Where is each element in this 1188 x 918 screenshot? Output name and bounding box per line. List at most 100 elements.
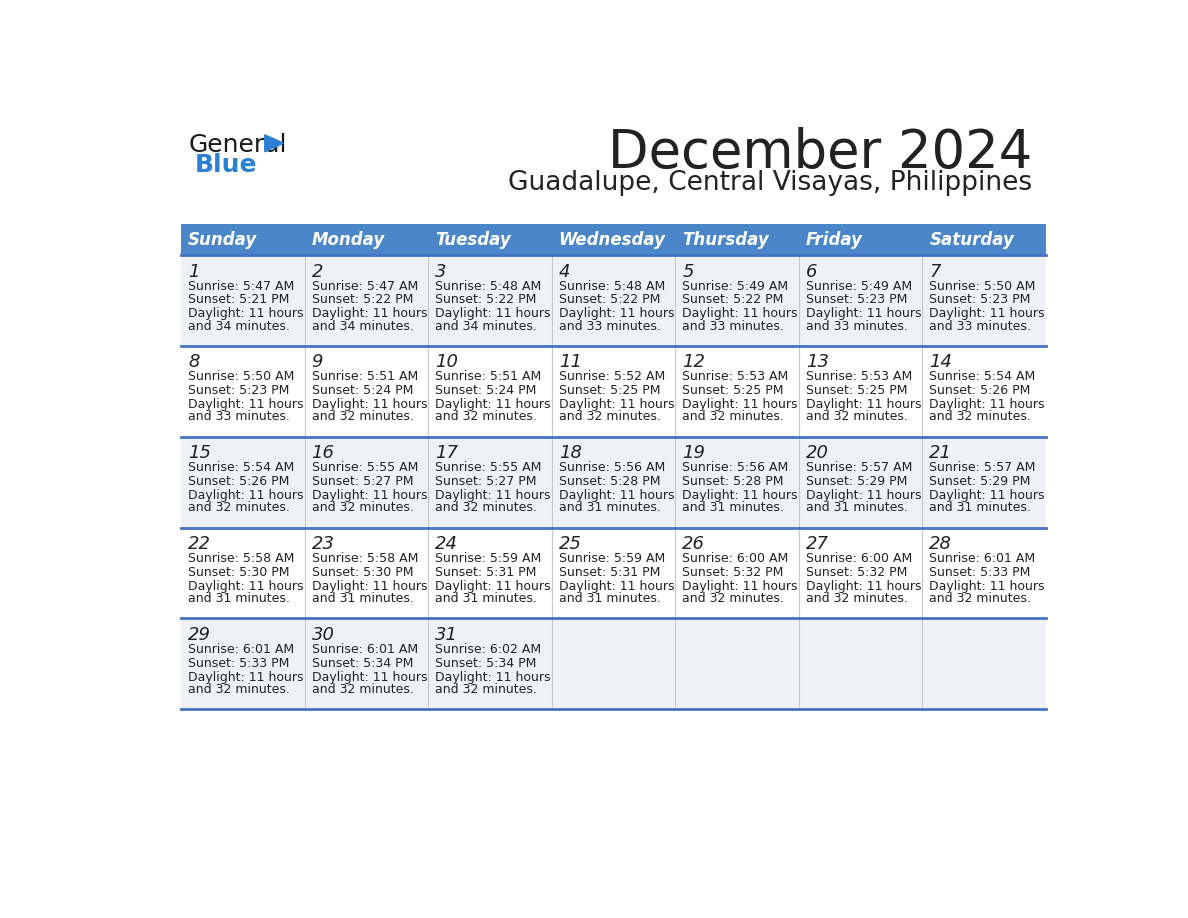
Text: Daylight: 11 hours: Daylight: 11 hours	[805, 398, 922, 411]
Text: 9: 9	[311, 353, 323, 372]
Text: Sunset: 5:24 PM: Sunset: 5:24 PM	[435, 385, 537, 397]
Text: Sunset: 5:23 PM: Sunset: 5:23 PM	[929, 294, 1031, 307]
Text: Friday: Friday	[805, 230, 862, 249]
Text: 21: 21	[929, 444, 953, 463]
Text: Daylight: 11 hours: Daylight: 11 hours	[558, 308, 675, 320]
Text: Daylight: 11 hours: Daylight: 11 hours	[188, 580, 303, 593]
Text: Daylight: 11 hours: Daylight: 11 hours	[682, 580, 798, 593]
Text: 19: 19	[682, 444, 706, 463]
Text: 26: 26	[682, 535, 706, 554]
Text: Sunset: 5:30 PM: Sunset: 5:30 PM	[188, 566, 290, 579]
Text: 17: 17	[435, 444, 459, 463]
Text: Guadalupe, Central Visayas, Philippines: Guadalupe, Central Visayas, Philippines	[508, 170, 1032, 196]
Text: Daylight: 11 hours: Daylight: 11 hours	[682, 308, 798, 320]
Text: Sunset: 5:24 PM: Sunset: 5:24 PM	[311, 385, 413, 397]
Text: Sunrise: 5:52 AM: Sunrise: 5:52 AM	[558, 371, 665, 384]
Text: and 32 minutes.: and 32 minutes.	[435, 501, 537, 514]
Text: Sunrise: 5:47 AM: Sunrise: 5:47 AM	[311, 280, 418, 293]
Text: 5: 5	[682, 263, 694, 281]
Text: Tuesday: Tuesday	[435, 230, 511, 249]
Text: Sunrise: 5:48 AM: Sunrise: 5:48 AM	[558, 280, 665, 293]
Text: Daylight: 11 hours: Daylight: 11 hours	[435, 398, 551, 411]
Text: and 32 minutes.: and 32 minutes.	[311, 501, 413, 514]
Text: Sunrise: 6:02 AM: Sunrise: 6:02 AM	[435, 643, 542, 656]
Text: and 32 minutes.: and 32 minutes.	[805, 410, 908, 423]
Text: Sunrise: 5:53 AM: Sunrise: 5:53 AM	[805, 371, 912, 384]
Text: Daylight: 11 hours: Daylight: 11 hours	[929, 580, 1045, 593]
Text: Sunset: 5:30 PM: Sunset: 5:30 PM	[311, 566, 413, 579]
Text: Daylight: 11 hours: Daylight: 11 hours	[311, 398, 426, 411]
Text: Wednesday: Wednesday	[558, 230, 665, 249]
Text: Daylight: 11 hours: Daylight: 11 hours	[558, 398, 675, 411]
Text: 23: 23	[311, 535, 335, 554]
Text: 1: 1	[188, 263, 200, 281]
Text: and 31 minutes.: and 31 minutes.	[682, 501, 784, 514]
Text: Daylight: 11 hours: Daylight: 11 hours	[929, 308, 1045, 320]
Text: Sunrise: 5:50 AM: Sunrise: 5:50 AM	[929, 280, 1036, 293]
Text: Daylight: 11 hours: Daylight: 11 hours	[188, 671, 303, 684]
Text: 4: 4	[558, 263, 570, 281]
Text: Sunset: 5:28 PM: Sunset: 5:28 PM	[558, 476, 661, 488]
Text: and 33 minutes.: and 33 minutes.	[805, 319, 908, 332]
Text: 11: 11	[558, 353, 582, 372]
Text: 8: 8	[188, 353, 200, 372]
Text: and 33 minutes.: and 33 minutes.	[188, 410, 290, 423]
Text: Sunrise: 5:59 AM: Sunrise: 5:59 AM	[558, 552, 665, 565]
Text: Sunset: 5:25 PM: Sunset: 5:25 PM	[805, 385, 908, 397]
Text: December 2024: December 2024	[608, 127, 1032, 179]
Text: 6: 6	[805, 263, 817, 281]
Text: Daylight: 11 hours: Daylight: 11 hours	[805, 580, 922, 593]
Polygon shape	[265, 135, 284, 151]
Text: Sunrise: 5:58 AM: Sunrise: 5:58 AM	[188, 552, 295, 565]
Text: Sunset: 5:25 PM: Sunset: 5:25 PM	[558, 385, 661, 397]
Text: Sunset: 5:21 PM: Sunset: 5:21 PM	[188, 294, 290, 307]
Text: Sunset: 5:34 PM: Sunset: 5:34 PM	[435, 657, 537, 670]
Bar	[181, 224, 1045, 255]
Text: 31: 31	[435, 626, 459, 644]
Text: and 32 minutes.: and 32 minutes.	[311, 410, 413, 423]
Text: Sunrise: 6:00 AM: Sunrise: 6:00 AM	[805, 552, 912, 565]
Text: Sunrise: 6:01 AM: Sunrise: 6:01 AM	[311, 643, 418, 656]
Text: Sunset: 5:27 PM: Sunset: 5:27 PM	[311, 476, 413, 488]
Text: 27: 27	[805, 535, 829, 554]
Text: Sunrise: 5:49 AM: Sunrise: 5:49 AM	[682, 280, 789, 293]
Text: Sunset: 5:22 PM: Sunset: 5:22 PM	[435, 294, 537, 307]
Text: and 32 minutes.: and 32 minutes.	[682, 410, 784, 423]
Text: Sunrise: 5:49 AM: Sunrise: 5:49 AM	[805, 280, 912, 293]
Text: Daylight: 11 hours: Daylight: 11 hours	[311, 308, 426, 320]
Text: Daylight: 11 hours: Daylight: 11 hours	[435, 671, 551, 684]
Text: 22: 22	[188, 535, 211, 554]
Text: Sunday: Sunday	[188, 230, 258, 249]
Text: Sunset: 5:34 PM: Sunset: 5:34 PM	[311, 657, 413, 670]
Text: Sunset: 5:22 PM: Sunset: 5:22 PM	[682, 294, 784, 307]
Text: Sunset: 5:29 PM: Sunset: 5:29 PM	[805, 476, 908, 488]
Text: 7: 7	[929, 263, 941, 281]
Text: Daylight: 11 hours: Daylight: 11 hours	[188, 308, 303, 320]
Bar	[181, 346, 1045, 437]
Text: Daylight: 11 hours: Daylight: 11 hours	[558, 580, 675, 593]
Text: Sunset: 5:22 PM: Sunset: 5:22 PM	[558, 294, 661, 307]
Text: Sunrise: 6:01 AM: Sunrise: 6:01 AM	[929, 552, 1036, 565]
Text: Sunset: 5:23 PM: Sunset: 5:23 PM	[188, 385, 290, 397]
Text: Sunset: 5:31 PM: Sunset: 5:31 PM	[558, 566, 661, 579]
Text: and 31 minutes.: and 31 minutes.	[929, 501, 1031, 514]
Text: Sunset: 5:31 PM: Sunset: 5:31 PM	[435, 566, 537, 579]
Text: and 32 minutes.: and 32 minutes.	[188, 683, 290, 696]
Text: Daylight: 11 hours: Daylight: 11 hours	[188, 489, 303, 502]
Text: 3: 3	[435, 263, 447, 281]
Text: Sunrise: 5:57 AM: Sunrise: 5:57 AM	[805, 461, 912, 475]
Bar	[181, 437, 1045, 528]
Text: Saturday: Saturday	[929, 230, 1015, 249]
Text: and 34 minutes.: and 34 minutes.	[435, 319, 537, 332]
Text: Sunset: 5:28 PM: Sunset: 5:28 PM	[682, 476, 784, 488]
Text: Sunrise: 5:56 AM: Sunrise: 5:56 AM	[558, 461, 665, 475]
Text: and 34 minutes.: and 34 minutes.	[188, 319, 290, 332]
Text: Daylight: 11 hours: Daylight: 11 hours	[188, 398, 303, 411]
Text: Daylight: 11 hours: Daylight: 11 hours	[558, 489, 675, 502]
Text: 15: 15	[188, 444, 211, 463]
Text: and 31 minutes.: and 31 minutes.	[188, 592, 290, 605]
Text: and 31 minutes.: and 31 minutes.	[558, 592, 661, 605]
Text: Sunset: 5:26 PM: Sunset: 5:26 PM	[929, 385, 1031, 397]
Text: Sunrise: 5:56 AM: Sunrise: 5:56 AM	[682, 461, 789, 475]
Text: Daylight: 11 hours: Daylight: 11 hours	[682, 489, 798, 502]
